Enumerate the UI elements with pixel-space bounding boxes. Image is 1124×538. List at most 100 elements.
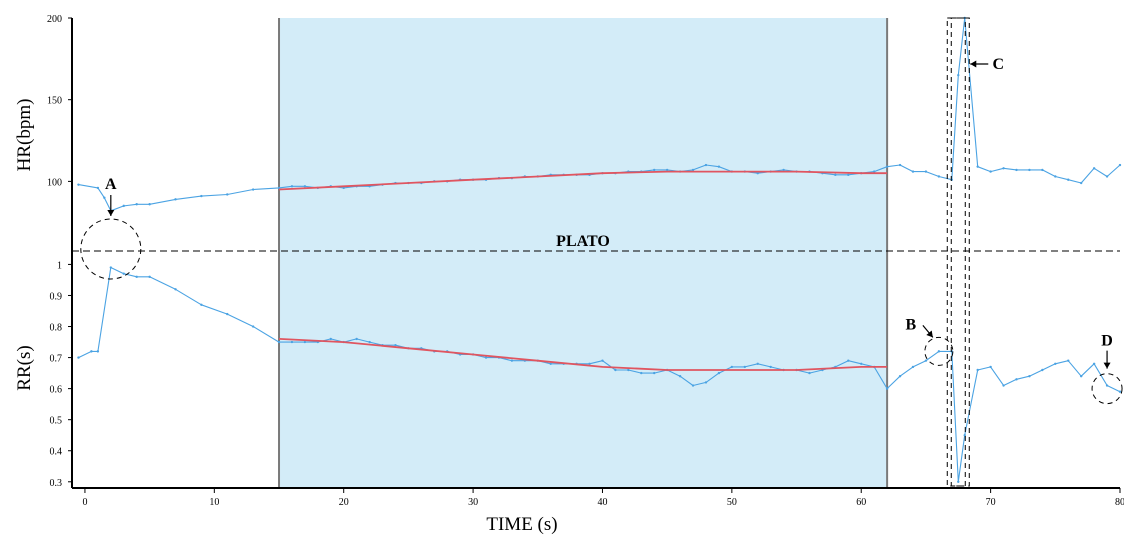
rr-data-point bbox=[989, 365, 992, 369]
rr-data-point bbox=[1054, 362, 1057, 365]
x-tick-label: 10 bbox=[209, 497, 219, 508]
rr-data-point bbox=[277, 340, 281, 344]
hr-data-point bbox=[122, 204, 125, 208]
rr-data-point bbox=[640, 371, 643, 375]
rr-data-point bbox=[627, 368, 630, 372]
hr-data-point bbox=[1105, 175, 1109, 178]
rr-trend-line bbox=[278, 338, 888, 371]
hr-y-tick-label: 100 bbox=[47, 177, 62, 188]
hr-data-point bbox=[665, 168, 669, 172]
rr-data-point bbox=[769, 365, 772, 369]
rr-data-point bbox=[937, 350, 941, 353]
rr-y-tick-label: 0.9 bbox=[50, 291, 63, 302]
annotation-b-circle bbox=[924, 336, 954, 366]
rr-data-point bbox=[847, 359, 850, 362]
hr-data-point bbox=[226, 193, 229, 196]
x-tick-label: 40 bbox=[597, 497, 607, 508]
hr-data-point bbox=[653, 168, 656, 172]
rr-data-point bbox=[303, 340, 307, 344]
hr-data-point bbox=[924, 170, 928, 173]
hr-data-point bbox=[691, 168, 695, 172]
hr-data-point bbox=[148, 203, 151, 206]
rr-y-tick-label: 0.5 bbox=[50, 416, 63, 427]
hr-data-point bbox=[135, 203, 138, 206]
hr-y-tick-label: 150 bbox=[47, 96, 62, 107]
rr-data-point bbox=[226, 312, 229, 316]
hr-data-point bbox=[937, 175, 941, 178]
hr-y-tick-label: 200 bbox=[47, 14, 62, 25]
rr-data-point bbox=[601, 359, 604, 362]
rr-data-point bbox=[1002, 384, 1005, 387]
rr-data-point bbox=[135, 275, 138, 279]
hr-data-point bbox=[989, 170, 992, 173]
hr-data-point bbox=[342, 186, 345, 190]
hr-data-point bbox=[303, 185, 307, 188]
rr-data-point bbox=[1041, 368, 1044, 372]
annotation-b-arrow-head bbox=[926, 330, 933, 338]
x-tick-label: 70 bbox=[986, 497, 996, 508]
rr-data-point bbox=[96, 350, 100, 353]
rr-data-point bbox=[1079, 375, 1083, 378]
hr-data-point bbox=[898, 163, 902, 167]
hr-data-point bbox=[277, 186, 281, 190]
hr-data-point bbox=[1092, 167, 1096, 170]
hr-trend-line bbox=[278, 170, 888, 191]
hr-data-point bbox=[1028, 168, 1031, 172]
rr-data-point bbox=[911, 365, 915, 369]
annotation-b-label: B bbox=[906, 316, 917, 333]
annotation-c-arrow-head bbox=[970, 60, 977, 68]
rr-data-point bbox=[1015, 378, 1018, 381]
rr-data-point bbox=[704, 381, 708, 384]
hr-data-point bbox=[717, 165, 721, 168]
hr-data-point bbox=[872, 170, 876, 173]
hr-data-point bbox=[782, 168, 785, 172]
hr-data-point bbox=[957, 73, 960, 77]
annotation-c-label: C bbox=[992, 56, 1004, 73]
rr-data-point bbox=[1067, 359, 1070, 362]
rr-data-point bbox=[678, 375, 682, 378]
rr-data-point bbox=[549, 362, 552, 365]
rr-data-point bbox=[148, 275, 151, 279]
rr-y-axis-title: RR(s) bbox=[14, 345, 35, 390]
hr-data-point bbox=[911, 170, 915, 173]
hr-data-point bbox=[174, 198, 177, 201]
hr-data-point bbox=[1015, 168, 1018, 172]
rr-data-point bbox=[976, 368, 979, 372]
hr-y-axis-title: HR(bpm) bbox=[14, 99, 35, 172]
annotation-d-label: D bbox=[1101, 333, 1113, 350]
rr-data-point bbox=[808, 371, 811, 375]
rr-data-point bbox=[691, 384, 695, 387]
rr-data-point bbox=[898, 375, 902, 378]
rr-data-point bbox=[1092, 362, 1096, 365]
hr-data-point bbox=[847, 173, 850, 177]
rr-data-point bbox=[588, 362, 591, 365]
annotation-a-label: A bbox=[105, 176, 117, 193]
rr-data-point bbox=[756, 362, 759, 365]
rr-data-point bbox=[394, 343, 397, 347]
hr-data-point bbox=[704, 163, 708, 167]
x-tick-label: 50 bbox=[727, 497, 737, 508]
rr-data-point bbox=[368, 340, 371, 344]
hr-data-point bbox=[1054, 175, 1057, 178]
rr-data-point bbox=[510, 359, 514, 362]
rr-y-tick-label: 0.4 bbox=[50, 447, 63, 458]
hr-data-point bbox=[1079, 181, 1083, 185]
annotation-a-arrow-head bbox=[107, 210, 115, 216]
rr-data-point bbox=[1028, 375, 1031, 378]
hr-data-point bbox=[77, 183, 80, 186]
hr-data-point bbox=[96, 186, 100, 190]
hr-data-point bbox=[885, 165, 889, 168]
hr-data-point bbox=[1002, 167, 1005, 170]
rr-data-point bbox=[174, 288, 177, 291]
rr-data-point bbox=[1118, 390, 1122, 393]
annotation-a-circle bbox=[80, 218, 142, 280]
hr-data-point bbox=[1067, 178, 1070, 181]
annotation-c-box bbox=[946, 17, 970, 487]
rr-data-point bbox=[653, 371, 656, 375]
rr-data-point bbox=[730, 365, 734, 369]
rr-data-point bbox=[1105, 384, 1109, 387]
hr-data-point bbox=[251, 188, 255, 191]
rr-y-tick-label: 1 bbox=[57, 260, 62, 271]
x-axis-title: TIME (s) bbox=[486, 514, 557, 535]
